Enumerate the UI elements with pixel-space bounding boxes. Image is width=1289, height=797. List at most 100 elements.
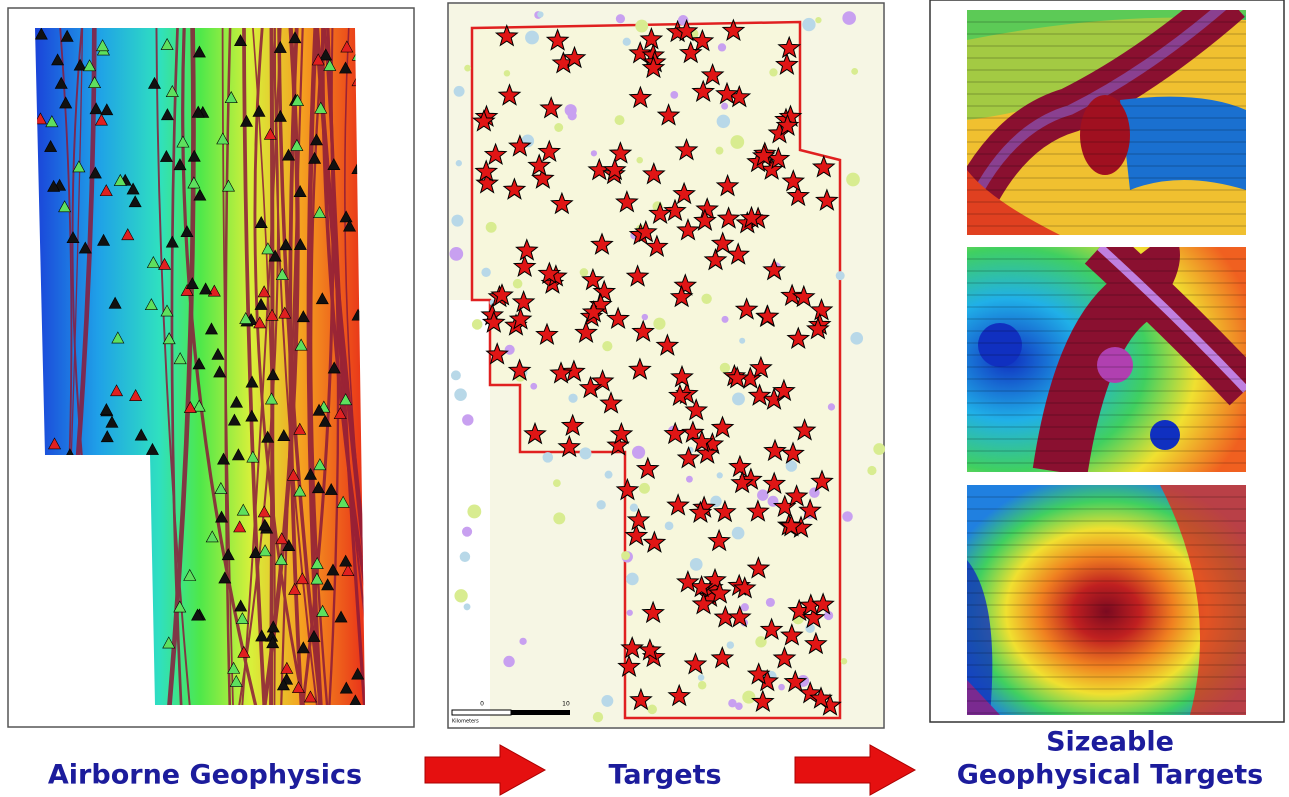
target-star [475,171,499,194]
anomaly-dot [525,30,539,45]
anomaly-dot [626,572,639,586]
triangle-marker [336,495,350,508]
triangle-marker [145,442,159,455]
triangle-marker [224,91,238,103]
triangle-marker [286,468,300,481]
anomaly-dot [742,690,756,704]
triangle-marker [204,322,218,335]
target-star [599,391,623,414]
target-star [638,638,662,661]
triangle-marker [266,636,280,649]
target-star [777,35,802,59]
anomaly-dot [716,472,723,479]
triangle-marker [324,482,338,495]
triangle-marker [99,184,113,197]
anomaly-dot [461,526,473,537]
triangle-marker [275,532,289,545]
triangle-marker [323,58,337,71]
triangle-marker [51,53,65,66]
anomaly-dot [717,43,727,52]
triangle-marker [314,101,328,114]
anomaly-dot [769,68,778,77]
triangle-marker [257,285,271,298]
triangle-marker [48,437,62,450]
triangle-marker [343,219,357,232]
triangle-marker [296,310,310,323]
triangle-marker [72,160,86,173]
anomaly-dot [726,641,735,649]
triangle-marker [339,61,353,74]
fault [279,28,304,705]
triangle-marker [218,571,232,584]
triangle-marker [339,554,353,567]
triangle-marker [245,409,259,422]
anomaly-dot [636,156,643,164]
triangle-marker [333,407,347,419]
target-star [483,142,508,166]
target-star [663,198,687,222]
target-star [641,55,666,79]
triangle-marker [99,403,113,415]
target-star [511,289,536,313]
target-star [763,438,787,462]
anomaly-dot [757,489,769,501]
anomaly-dot [596,500,606,510]
target-star [684,398,709,421]
triangle-marker [183,400,197,413]
target-star [535,322,559,346]
triangle-marker [94,113,108,126]
triangle-marker [294,338,308,351]
target-star [527,153,552,176]
target-star [804,631,828,655]
triangle-marker [263,127,277,140]
target-star [732,576,757,599]
target-star [674,18,699,42]
triangle-marker [315,292,329,305]
triangle-marker [253,316,267,329]
target-image [967,10,1246,235]
target-star [683,652,708,675]
triangle-marker [249,546,263,558]
anomaly-dot [850,331,864,345]
arrow [794,744,917,796]
triangle-marker [273,109,287,122]
target-star [691,79,716,103]
triangle-marker [326,563,340,576]
triangle-marker [312,403,326,416]
fault [224,28,232,705]
target-star [515,238,539,261]
triangle-marker [83,59,97,72]
target-star [639,26,664,50]
anomaly-dot [503,70,511,77]
triangle-marker [290,94,305,106]
target-star [806,316,830,340]
anomaly-dot [449,247,464,261]
target-star [523,421,547,445]
anomaly-dot [503,655,515,668]
anomaly-dot [462,414,474,426]
target-star [775,113,800,136]
target-star [494,24,519,47]
anomaly-dot [721,315,729,323]
anomaly-dot [454,388,467,401]
target-star [620,635,644,659]
triangle-marker [281,148,295,161]
anomaly-dot [471,319,483,330]
target-star [784,484,809,507]
target-star [574,320,598,343]
anomaly-dot [835,271,845,281]
triangle-marker [100,430,114,443]
anomaly-dot [739,337,746,344]
target-star [537,261,562,284]
triangle-marker [288,31,302,44]
anomaly-dot [873,443,886,455]
target-star [581,300,606,323]
target-star [678,40,703,64]
triangle-marker [44,139,58,152]
target-star [775,52,799,75]
anomaly-dot [670,90,679,99]
anomaly-dot [554,123,564,132]
triangle-marker [193,188,207,201]
claim-boundary [470,20,842,720]
triangle-marker [111,331,125,344]
